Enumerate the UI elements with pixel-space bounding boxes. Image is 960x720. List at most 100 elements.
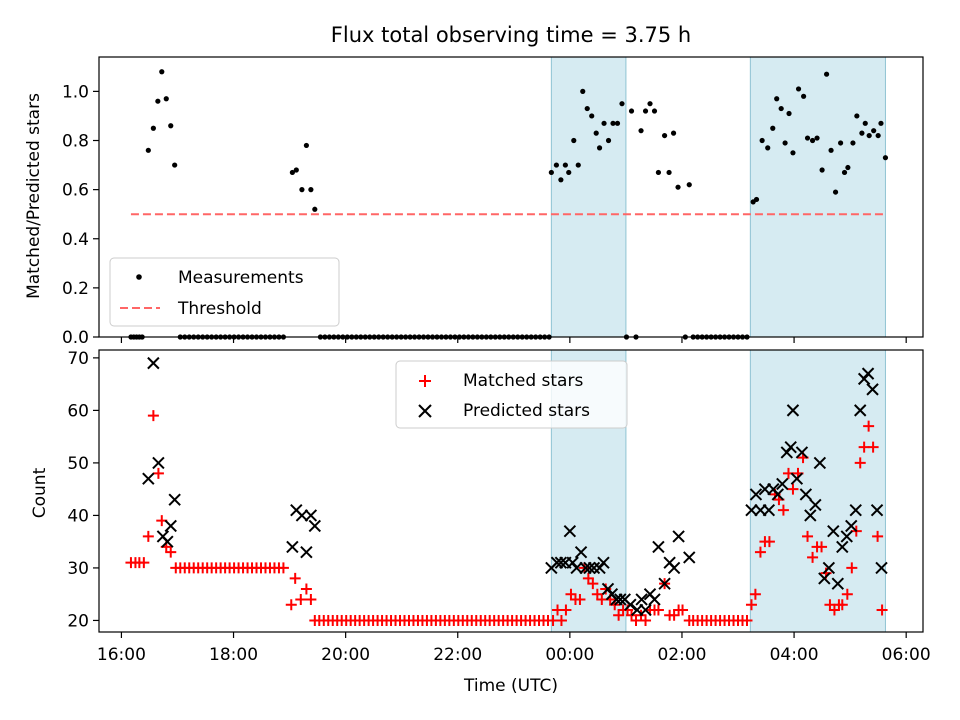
measurement-point [172, 162, 178, 168]
measurement-point [759, 137, 765, 144]
predicted-point [597, 556, 610, 569]
predicted-point [648, 593, 661, 606]
predicted-point [831, 577, 845, 590]
matched-point [152, 467, 164, 479]
measurement-point [819, 167, 825, 173]
top-shaded-span-0 [550, 56, 627, 338]
matched-point [587, 578, 599, 590]
chart-title: Flux total observing time = 3.75 h [331, 23, 691, 47]
measurement-point [838, 140, 844, 146]
measurement-point [145, 147, 151, 153]
measurement-point [832, 189, 839, 195]
matched-point [300, 583, 312, 595]
bottom-x-tick-label: 20:00 [321, 645, 370, 665]
predicted-point [836, 540, 849, 554]
measurement-point [809, 137, 816, 144]
predicted-point [300, 545, 313, 559]
bottom-panel: 20 30 40 50 60 70 16:00 18:00 20:00 22:00 00:00 02:… [67, 349, 930, 665]
measurement-point [619, 101, 625, 107]
matched-point [745, 599, 757, 611]
bottom-x-tick-label: 06:00 [882, 645, 931, 665]
predicted-point [667, 561, 681, 575]
predicted-point [304, 509, 318, 522]
predicted-point [866, 383, 879, 396]
bottom-legend-frame [395, 360, 628, 429]
measurement-point [801, 93, 807, 99]
measurement-point [790, 150, 796, 156]
measurement-point [584, 105, 590, 112]
matched-point [872, 530, 884, 542]
matched-point [749, 588, 761, 600]
top-y-tick-label: 0.6 [62, 181, 89, 201]
measurement-point [601, 120, 607, 126]
predicted-point [776, 477, 789, 491]
predicted-point [152, 456, 165, 470]
predicted-point [624, 598, 637, 611]
matched-point [295, 593, 307, 605]
measurement-point [854, 113, 860, 119]
matched-point [802, 530, 814, 542]
measurement-point [628, 108, 635, 114]
bottom-y-tick-label: 50 [67, 454, 89, 474]
legend-predicted-label: Predicted stars [463, 401, 590, 421]
measurement-point [770, 125, 776, 131]
bottom-x-tick-label: 04:00 [770, 645, 819, 665]
matched-point [876, 604, 888, 616]
measurement-point [150, 125, 156, 131]
top-panel: 0.0 0.2 0.4 0.6 0.8 1.0 [62, 56, 924, 348]
bottom-x-tick-label: 00:00 [545, 645, 594, 665]
measurement-point [882, 155, 889, 161]
predicted-point [795, 446, 809, 459]
measurement-point [774, 96, 780, 102]
matched-point [807, 551, 819, 563]
predicted-point [784, 440, 797, 454]
measurement-point [804, 135, 811, 141]
measurement-point [655, 169, 662, 176]
predicted-point [142, 472, 155, 485]
measurement-point [878, 120, 884, 126]
predicted-point [683, 551, 696, 564]
measurement-point [675, 184, 681, 190]
legend-matched-label: Matched stars [463, 371, 583, 391]
bottom-y-tick-label: 20 [67, 611, 89, 631]
legend-measurements-marker [136, 274, 142, 280]
measurement-point [289, 169, 295, 176]
predicted-point [168, 493, 181, 506]
measurement-point [686, 182, 692, 188]
predicted-point [875, 561, 888, 575]
matched-point [289, 572, 301, 584]
bottom-axes-frame [98, 349, 924, 633]
matched-point [652, 604, 664, 616]
matched-point [560, 604, 572, 616]
matched-point [574, 593, 586, 605]
predicted-point [587, 561, 601, 575]
measurement-point [841, 169, 848, 176]
bottom-x-tick-label: 02:00 [657, 645, 706, 665]
predicted-point [861, 367, 875, 380]
measurement-point [638, 128, 644, 134]
matched-point [867, 441, 879, 453]
legend-predicted-marker [418, 404, 432, 418]
measurement-point [155, 98, 161, 104]
legend-matched-marker [419, 375, 431, 387]
predicted-point [813, 456, 827, 470]
top-y-tick-label: 0.8 [62, 132, 89, 152]
matched-point [741, 614, 753, 626]
matched-point [277, 562, 289, 574]
measurement-point [753, 196, 760, 203]
measurement-point [293, 167, 299, 173]
measurement-point [610, 120, 616, 126]
measurement-point [795, 86, 802, 92]
measurement-point [580, 88, 586, 94]
predicted-point [563, 524, 577, 538]
predicted-point [804, 509, 817, 522]
predicted-point [790, 472, 804, 485]
predicted-point [818, 572, 831, 585]
predicted-point [164, 519, 177, 533]
matched-point [777, 504, 789, 516]
measurement-point [308, 187, 314, 193]
predicted-point [570, 561, 583, 575]
predicted-point [849, 503, 862, 517]
measurement-point [850, 140, 856, 146]
